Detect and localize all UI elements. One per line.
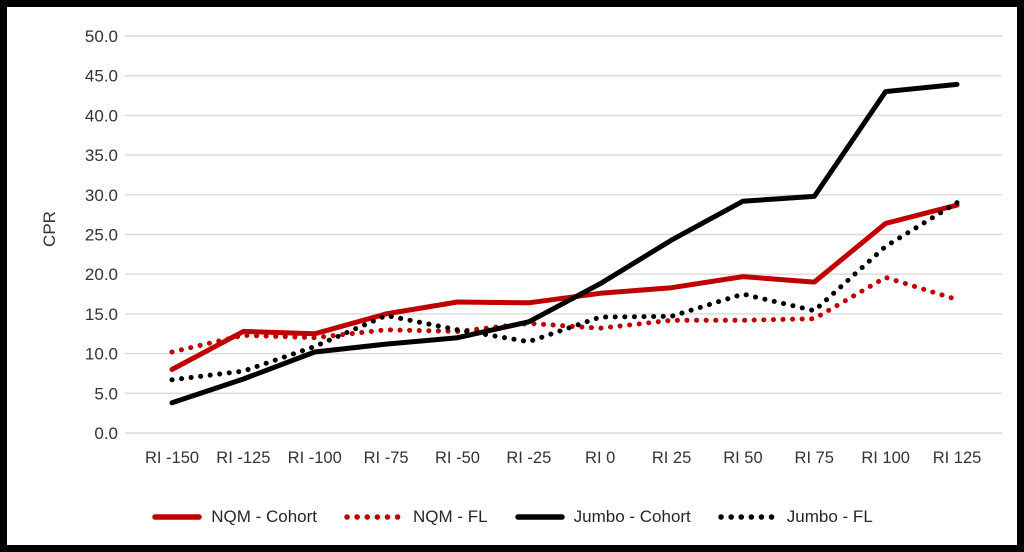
y-tick-label: 15.0 <box>85 305 118 324</box>
gridlines <box>125 35 1002 434</box>
legend-item-nqm-fl: NQM - FL <box>343 507 488 527</box>
y-tick-label: 10.0 <box>85 345 118 364</box>
chart-plot-area: 0.0 5.0 10.0 15.0 20.0 25.0 30.0 35.0 40.0 45.0 50… <box>40 27 1002 467</box>
x-tick-label: RI -150 <box>145 449 199 467</box>
x-tick-label: RI -100 <box>288 449 342 467</box>
legend-label: NQM - Cohort <box>211 507 318 526</box>
x-tick-label: RI -25 <box>506 449 551 467</box>
x-tick-label: RI 125 <box>933 449 982 467</box>
legend-dotted-swatch-icon <box>718 514 778 520</box>
y-axis-title: CPR <box>40 211 59 247</box>
legend-label: Jumbo - Cohort <box>573 507 691 526</box>
legend-line-swatch-icon <box>514 514 565 520</box>
y-tick-label: 45.0 <box>85 67 118 86</box>
x-tick-label: RI 50 <box>723 449 762 467</box>
legend-dotted-swatch-icon <box>344 514 404 520</box>
y-tick-label: 30.0 <box>85 186 118 205</box>
legend-label: NQM - FL <box>413 507 488 526</box>
x-tick-label: RI 75 <box>795 449 834 467</box>
y-tick-label: 50.0 <box>85 27 118 46</box>
x-axis-tick-labels: RI -150 RI -125 RI -100 RI -75 RI -50 RI -25 R… <box>145 449 981 467</box>
legend-item-nqm-cohort: NQM - Cohort <box>151 507 317 527</box>
x-tick-label: RI 100 <box>861 449 910 467</box>
series-lines <box>169 81 960 406</box>
y-tick-label: 25.0 <box>85 226 118 245</box>
chart-legend: NQM - Cohort NQM - FL Jumbo - Cohort Jumbo … <box>7 507 1017 527</box>
legend-label: Jumbo - FL <box>786 507 873 526</box>
x-tick-label: RI -50 <box>435 449 480 467</box>
line-chart-card: 0.0 5.0 10.0 15.0 20.0 25.0 30.0 35.0 40.0 45.0 50… <box>7 7 1017 545</box>
x-tick-label: RI 0 <box>585 449 615 467</box>
y-tick-label: 5.0 <box>94 384 118 403</box>
y-axis-tick-labels: 0.0 5.0 10.0 15.0 20.0 25.0 30.0 35.0 40.0 45.0 50… <box>85 27 118 443</box>
legend-item-jumbo-cohort: Jumbo - Cohort <box>514 507 691 527</box>
series-line-jumbo-fl <box>169 200 960 383</box>
legend-item-jumbo-fl: Jumbo - FL <box>717 507 873 527</box>
series-line-nqm-fl <box>169 274 960 355</box>
x-tick-label: RI -75 <box>364 449 409 467</box>
series-line-nqm-cohort <box>169 202 960 372</box>
y-tick-label: 20.0 <box>85 265 118 284</box>
y-tick-label: 0.0 <box>94 424 118 443</box>
y-tick-label: 40.0 <box>85 106 118 125</box>
series-line-jumbo-cohort <box>169 81 960 406</box>
x-tick-label: RI 25 <box>652 449 691 467</box>
y-tick-label: 35.0 <box>85 146 118 165</box>
legend-line-swatch-icon <box>152 514 202 520</box>
x-tick-label: RI -125 <box>216 449 270 467</box>
